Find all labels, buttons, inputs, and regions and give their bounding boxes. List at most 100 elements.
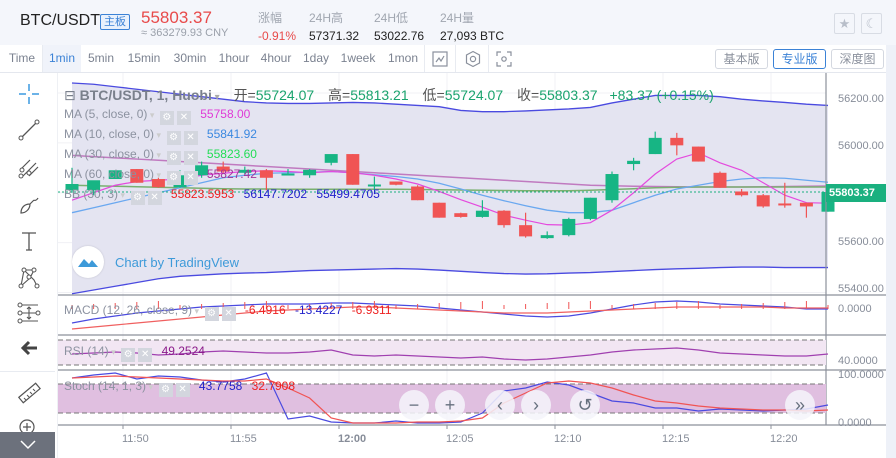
change-value: +83.37 (+0.15%): [609, 87, 714, 103]
zoom-out-button[interactable]: −: [399, 390, 429, 420]
collapse-legend-icon[interactable]: ⊟: [64, 87, 76, 103]
price-tick: 55400.00: [838, 283, 884, 295]
interval-1mon[interactable]: 1mon: [387, 51, 419, 65]
study-ma60[interactable]: MA (60, close, 0) ▾ ⚙ ✕ 55827.42: [64, 167, 257, 185]
stoch-tick: 0.0000: [838, 417, 872, 429]
time-tick: 12:15: [662, 433, 690, 445]
brush-icon[interactable]: [12, 190, 46, 220]
chart-area[interactable]: ⊟ BTC/USDT, 1, Huobi ▾ 开=55724.07 高=5581…: [58, 73, 886, 458]
interval-1day[interactable]: 1day: [302, 51, 330, 65]
gear-icon[interactable]: ⚙: [158, 383, 173, 397]
gear-icon[interactable]: ⚙: [159, 111, 174, 125]
study-ma5[interactable]: MA (5, close, 0) ▾ ⚙ ✕ 55758.00: [64, 107, 251, 125]
symbol-title: BTC/USDT, 1, Huobi: [79, 87, 212, 103]
trend-line-icon[interactable]: [12, 115, 46, 145]
gear-icon[interactable]: ⚙: [166, 151, 181, 165]
divider: [42, 45, 43, 72]
stat-value: 53022.76: [374, 29, 425, 43]
gear-icon[interactable]: ⚙: [204, 307, 219, 321]
gear-icon[interactable]: ⚙: [130, 191, 145, 205]
zoom-in-button[interactable]: +: [435, 390, 465, 420]
board-tag: 主板: [100, 14, 130, 30]
fullscreen-icon[interactable]: [495, 50, 513, 68]
close-icon[interactable]: ✕: [183, 131, 198, 145]
interval-1week[interactable]: 1week: [340, 51, 376, 65]
interval-time[interactable]: Time: [8, 51, 36, 65]
scroll-left-button[interactable]: ‹: [485, 390, 515, 420]
back-arrow-icon[interactable]: [12, 333, 46, 363]
close-icon[interactable]: ✕: [183, 171, 198, 185]
close-icon[interactable]: ✕: [183, 151, 198, 165]
interval-15min[interactable]: 15min: [127, 51, 161, 65]
study-ma10[interactable]: MA (10, close, 0) ▾ ⚙ ✕ 55841.92: [64, 127, 257, 145]
tradingview-watermark[interactable]: Chart by TradingView: [115, 255, 240, 270]
scroll-right-button[interactable]: ›: [521, 390, 551, 420]
close-icon[interactable]: ✕: [221, 307, 236, 321]
star-icon[interactable]: ★: [834, 13, 855, 34]
time-tick: 12:00: [338, 433, 367, 445]
gear-icon[interactable]: ⚙: [166, 171, 181, 185]
crosshair-icon[interactable]: [12, 79, 46, 109]
double-chevron-right-icon: »: [794, 394, 805, 415]
ruler-icon[interactable]: [12, 379, 46, 409]
time-tick: 12:05: [446, 433, 474, 445]
pitchfork-icon[interactable]: [12, 153, 46, 183]
scroll-to-end-button[interactable]: »: [785, 390, 815, 420]
moon-icon[interactable]: ☾: [861, 13, 882, 34]
study-bb[interactable]: BB (30, 3) ▾ ⚙ ✕ 55823.5953 56147.7202 55…: [64, 187, 380, 205]
measure-lines-icon[interactable]: [12, 298, 46, 328]
version-depth-button[interactable]: 深度图: [831, 49, 884, 69]
last-price: 55803.37: [141, 8, 212, 27]
tradingview-logo[interactable]: [72, 246, 104, 278]
version-basic-button[interactable]: 基本版: [715, 49, 768, 69]
close-icon[interactable]: ✕: [147, 191, 162, 205]
gear-icon[interactable]: ⚙: [121, 348, 136, 362]
interval-1hour[interactable]: 1hour: [218, 51, 250, 65]
interval-4hour[interactable]: 4hour: [260, 51, 292, 65]
pair-name: BTC/USDT: [20, 12, 100, 29]
divider: [488, 45, 489, 72]
gear-icon[interactable]: ⚙: [166, 131, 181, 145]
study-ma30[interactable]: MA (30, close, 0) ▾ ⚙ ✕ 55823.60: [64, 147, 257, 165]
minus-icon: −: [408, 394, 420, 415]
macd-tick: 0.0000: [838, 303, 872, 315]
last-price-tag: 55803.37: [826, 184, 886, 202]
market-header: BTC/USDT 主板 55803.37 ≈ 363279.93 CNY 涨幅 …: [0, 0, 896, 45]
pattern-icon[interactable]: [12, 263, 46, 293]
chevron-down-icon: [20, 440, 36, 450]
stat-value: -0.91%: [258, 29, 297, 43]
study-macd[interactable]: MACD (12, 26, close, 9) ▾ ⚙ ✕ -6.4916 -13…: [64, 303, 392, 321]
interval-30min[interactable]: 30min: [173, 51, 207, 65]
high-value: 55813.21: [350, 87, 409, 103]
close-icon[interactable]: ✕: [176, 111, 191, 125]
close-value: 55803.37: [539, 87, 598, 103]
collapse-tools-button[interactable]: [0, 432, 55, 458]
stat-label: 24H高: [309, 11, 344, 25]
interval-1min[interactable]: 1min: [43, 45, 81, 72]
time-tick: 11:55: [230, 433, 257, 445]
interval-5min[interactable]: 5min: [87, 51, 114, 65]
stat-value: 27,093 BTC: [440, 29, 505, 43]
stat-label: 涨幅: [258, 11, 283, 25]
stat-label: 24H低: [374, 11, 409, 25]
divider: [424, 45, 425, 72]
chevron-left-icon: ‹: [497, 394, 503, 415]
close-icon[interactable]: ✕: [138, 348, 153, 362]
close-icon[interactable]: ✕: [175, 383, 190, 397]
reset-chart-button[interactable]: ↺: [570, 390, 600, 420]
text-icon[interactable]: [12, 226, 46, 256]
divider: [455, 45, 456, 72]
candlestick-chart[interactable]: [58, 73, 886, 458]
version-pro-button[interactable]: 专业版: [773, 49, 826, 69]
indicator-icon[interactable]: [431, 50, 449, 68]
stat-24h-low: 24H低 53022.76: [374, 9, 424, 43]
time-tick: 12:20: [770, 433, 798, 445]
reset-icon: ↺: [577, 394, 593, 415]
study-stoch[interactable]: Stoch (14, 1, 3) ▾ ⚙ ✕ 43.7758 32.7908: [64, 379, 296, 397]
study-rsi[interactable]: RSI (14) ▾ ⚙ ✕ 49.2524: [64, 344, 205, 362]
price-tick: 56200.00: [838, 93, 884, 105]
settings-icon[interactable]: [464, 50, 482, 68]
stoch-tick: 100.0000: [838, 369, 884, 381]
divider: [0, 371, 55, 372]
